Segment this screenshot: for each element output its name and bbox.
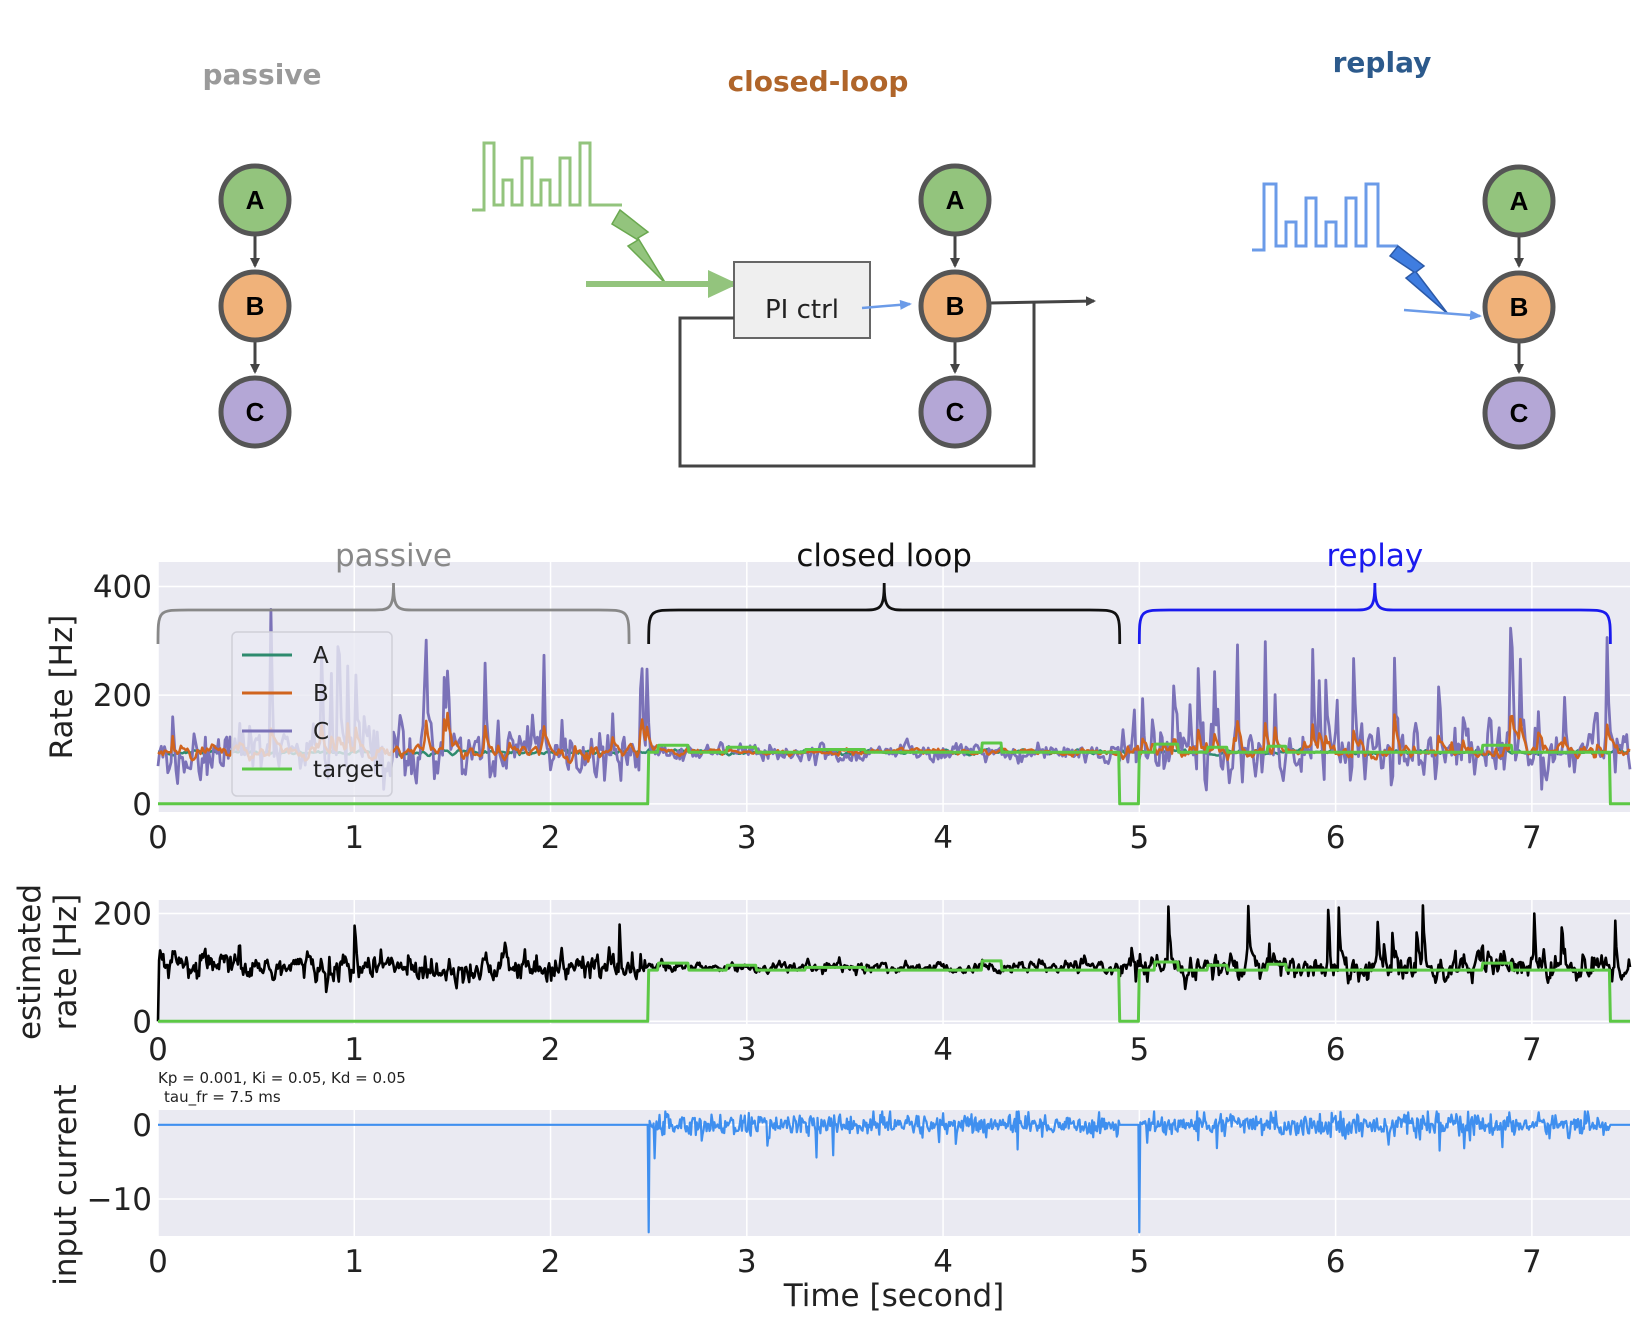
x-tick-label: 5 — [1129, 1032, 1149, 1068]
x-tick-label: 2 — [541, 820, 561, 856]
annotation-brace — [647, 582, 1122, 645]
rate-chart: 0 1 2 3 4 5 6 7 0 200 400 Rate [Hz] passive closed lo… — [44, 538, 1632, 856]
x-tick-label: 1 — [344, 820, 364, 856]
x-tick-label: 5 — [1129, 1244, 1149, 1280]
annotation-brace — [1137, 582, 1612, 645]
legend-box — [231, 631, 393, 797]
annotation-label: closed loop — [796, 538, 972, 574]
target-line — [157, 741, 1631, 806]
x-tick-label: 0 — [148, 820, 168, 856]
legend-label: A — [313, 643, 329, 669]
x-tick-label: 6 — [1326, 1032, 1346, 1068]
node-a — [218, 163, 292, 237]
x-tick-label: 3 — [737, 820, 757, 856]
y-axis-label: estimated — [12, 884, 48, 1040]
input-current-line — [157, 1110, 1631, 1234]
x-tick-label: 6 — [1326, 1244, 1346, 1280]
node-b — [918, 269, 992, 343]
estimated-rate-chart: 0 1 2 3 4 5 6 7 0 200 estimated rate [Hz] Kp = 0.001… — [12, 884, 1632, 1107]
y-tick-label: 400 — [93, 569, 152, 605]
x-tick-label: 2 — [541, 1032, 561, 1068]
node-a-label: A — [246, 185, 265, 215]
x-tick-label: 0 — [148, 1244, 168, 1280]
x-tick-label: 4 — [933, 1032, 953, 1068]
node-b-label: B — [1510, 292, 1529, 322]
node-a-label: A — [946, 185, 965, 215]
x-tick-label: 3 — [737, 1244, 757, 1280]
x-tick-label: 1 — [344, 1244, 364, 1280]
x-tick-label: 0 — [148, 1032, 168, 1068]
annotation-brace — [156, 582, 631, 645]
y-tick-label: 200 — [93, 678, 152, 714]
pi-controller-box — [733, 261, 871, 339]
y-tick-label: 200 — [93, 896, 152, 932]
node-b — [218, 269, 292, 343]
x-tick-label: 7 — [1522, 1032, 1542, 1068]
node-c — [1482, 376, 1556, 450]
y-axis-label: rate [Hz] — [48, 894, 84, 1031]
x-tick-label: 1 — [344, 1032, 364, 1068]
diagram-title-passive: passive — [202, 58, 321, 91]
legend-label: B — [313, 681, 329, 707]
pid-gains-note: Kp = 0.001, Ki = 0.05, Kd = 0.05 — [158, 1069, 406, 1087]
legend-label: target — [313, 757, 383, 783]
x-tick-label: 4 — [933, 1244, 953, 1280]
node-a-label: A — [1510, 186, 1529, 216]
node-c-label: C — [946, 397, 965, 427]
x-axis-label: Time [second] — [783, 1278, 1004, 1314]
node-b-label: B — [946, 291, 965, 321]
y-tick-label: 0 — [132, 787, 152, 823]
x-tick-label: 7 — [1522, 820, 1542, 856]
y-tick-label: 0 — [132, 1004, 152, 1040]
lightning-icon — [610, 208, 667, 285]
pi-controller-label: PI ctrl — [765, 295, 839, 325]
y-tick-label: 0 — [132, 1108, 152, 1144]
x-tick-label: 3 — [737, 1032, 757, 1068]
annotation-label: passive — [335, 538, 452, 574]
node-c-label: C — [1510, 398, 1529, 428]
diagram-passive: passive A B C — [202, 58, 322, 449]
node-a — [918, 163, 992, 237]
diagram-title-closed-loop: closed-loop — [728, 65, 909, 98]
plot-area — [158, 900, 1630, 1024]
node-a — [1482, 164, 1556, 238]
node-c — [918, 375, 992, 449]
feedback-loop — [678, 303, 1036, 468]
node-c — [218, 375, 292, 449]
node-c-label: C — [246, 397, 265, 427]
target-line — [157, 959, 1631, 1023]
x-tick-label: 2 — [541, 1244, 561, 1280]
diagram-title-replay: replay — [1333, 46, 1432, 79]
x-tick-label: 6 — [1326, 820, 1346, 856]
y-axis-label: Rate [Hz] — [44, 615, 80, 760]
legend-label: C — [313, 719, 329, 745]
lightning-icon — [1388, 244, 1449, 315]
diagram-replay: replay A B C — [1252, 46, 1556, 450]
y-tick-label: −10 — [87, 1182, 152, 1218]
stimulus-pulse-train-icon — [472, 141, 622, 212]
diagram-closed-loop: closed-loop PI ctrl A B C — [472, 65, 1096, 468]
y-axis-label: input current — [48, 1084, 84, 1285]
node-b-label: B — [246, 291, 265, 321]
plot-area — [158, 562, 1630, 812]
x-tick-label: 5 — [1129, 820, 1149, 856]
replay-pulse-train-icon — [1252, 182, 1398, 252]
annotation-label: replay — [1326, 538, 1423, 574]
tau-note: tau_fr = 7.5 ms — [164, 1088, 281, 1107]
x-tick-label: 4 — [933, 820, 953, 856]
x-tick-label: 7 — [1522, 1244, 1542, 1280]
node-b — [1482, 270, 1556, 344]
